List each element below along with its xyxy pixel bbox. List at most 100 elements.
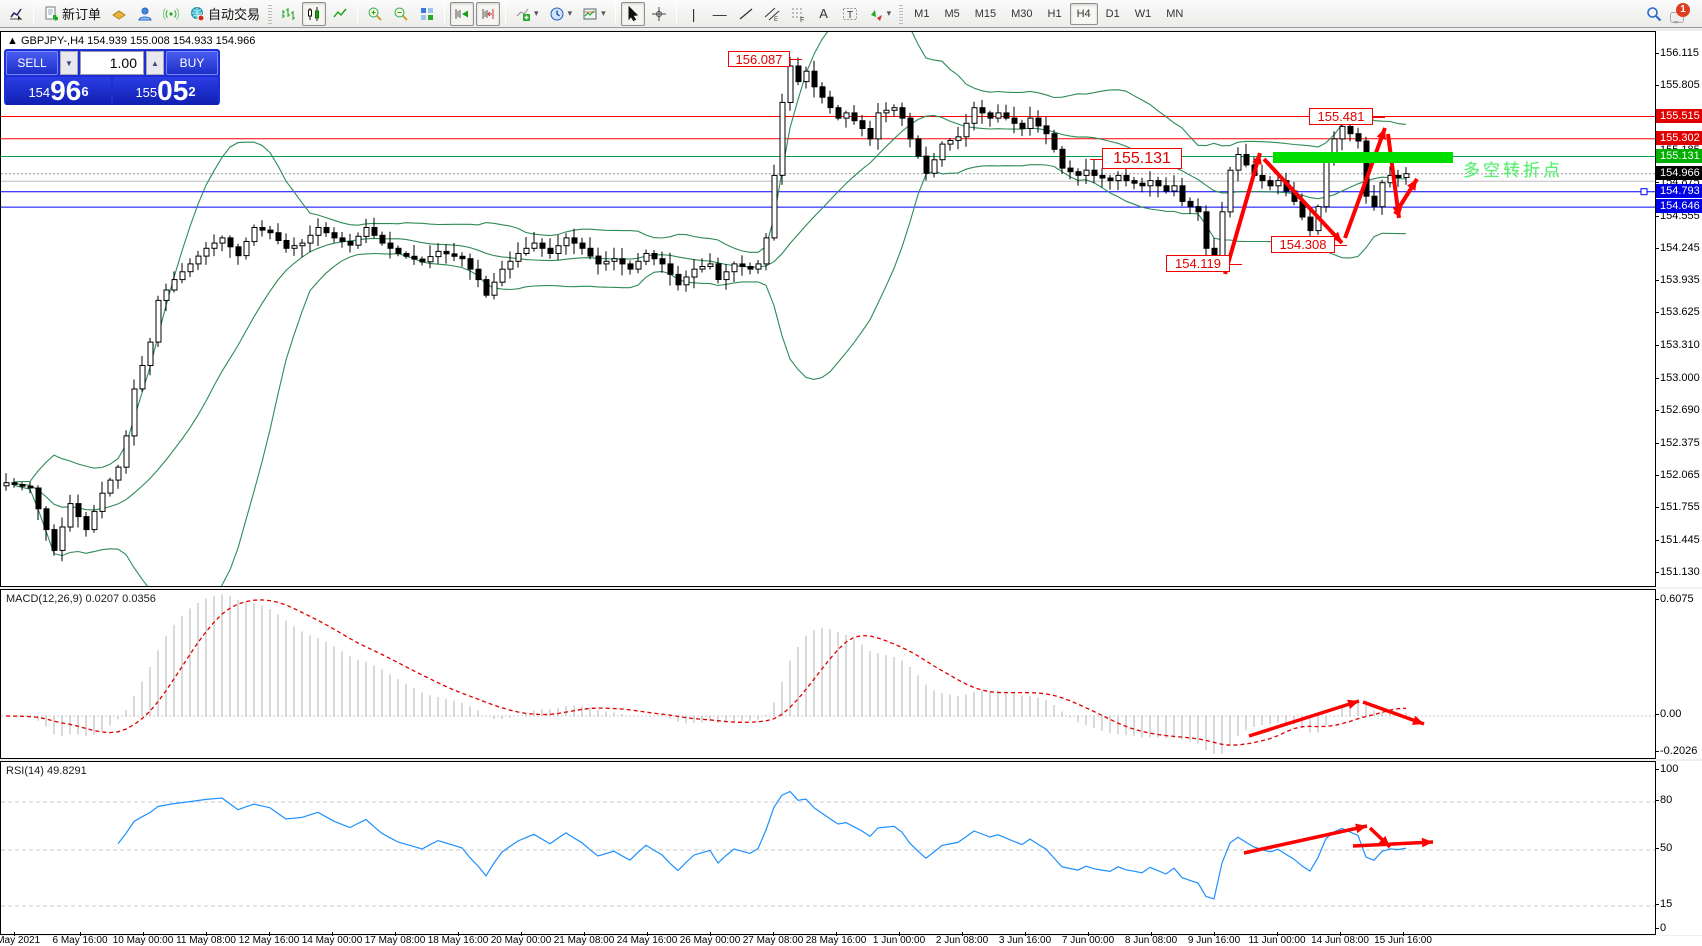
indicators-button[interactable]: ▾	[511, 2, 543, 26]
time-label: 24 May 16:00	[616, 935, 678, 946]
timeframe-d1[interactable]: D1	[1105, 7, 1120, 20]
vertical-line-tool[interactable]: |	[682, 2, 706, 26]
price-tick: 152.375	[1656, 437, 1700, 449]
timeframe-m5[interactable]: M5	[944, 7, 960, 20]
candles	[3, 56, 1410, 562]
price-tick: 152.065	[1656, 469, 1700, 481]
sell-price-big: 96	[50, 75, 82, 106]
market-watch-button[interactable]	[133, 2, 157, 26]
timeframe-m1[interactable]: M1	[914, 7, 930, 20]
one-click-trade-panel: SELL ▼ 1.00 ▲ BUY 154 96 6 155 05 2	[4, 49, 220, 105]
zoom-in-button[interactable]	[363, 2, 387, 26]
svg-text:T: T	[847, 10, 853, 21]
label-tool[interactable]: T	[838, 2, 862, 26]
time-tick	[1151, 932, 1152, 936]
zoom-in-icon	[368, 7, 382, 21]
candlestick-button[interactable]	[302, 1, 327, 26]
crosshair-tool-button[interactable]	[647, 2, 671, 26]
search-icon[interactable]	[1646, 6, 1662, 22]
timeframe-group: M1 M5 M15 M30 H1 H4 D1 W1 MN	[907, 2, 1190, 25]
price-tick: 155.805	[1656, 79, 1700, 91]
time-tick	[521, 932, 522, 936]
timeframe-h1[interactable]: H1	[1047, 7, 1062, 20]
toolbar: 新订单 自动交易	[0, 0, 1702, 28]
macd-tick: 0.00	[1655, 708, 1682, 720]
auto-trading-button[interactable]: 自动交易	[185, 2, 264, 26]
rsi-axis[interactable]: 100 80 50 15 0	[1655, 761, 1702, 935]
red-arrow	[1223, 152, 1262, 275]
macd-chart[interactable]	[1, 590, 1655, 758]
periods-button[interactable]: ▾	[545, 2, 577, 26]
candlestick-chart[interactable]	[1, 32, 1655, 586]
timeframe-h4[interactable]: H4	[1069, 2, 1098, 25]
bar-chart-button[interactable]	[276, 2, 300, 26]
price-label-154.119[interactable]: 154.119	[1166, 255, 1230, 272]
text-tool[interactable]: A	[812, 2, 836, 26]
price-label-156.087[interactable]: 156.087	[728, 51, 790, 67]
tile-windows-button[interactable]	[415, 2, 439, 26]
signals-button[interactable]	[159, 2, 183, 26]
time-label: 20 May 00:00	[490, 935, 552, 946]
svg-text:F: F	[800, 17, 804, 22]
time-tick	[14, 932, 15, 936]
bb-lower	[13, 164, 1407, 586]
templates-button[interactable]: ▾	[578, 2, 610, 26]
time-tick	[1403, 932, 1404, 936]
dropdown-caret: ▾	[567, 8, 573, 18]
timeframe-m30[interactable]: M30	[1011, 7, 1033, 20]
rsi-chart[interactable]	[1, 762, 1655, 934]
time-tick	[962, 932, 963, 936]
price-tick: 151.445	[1656, 534, 1700, 546]
new-order-button[interactable]: 新订单	[39, 2, 105, 26]
timeframe-w1[interactable]: W1	[1134, 7, 1152, 20]
chart-window-button[interactable]	[4, 2, 28, 26]
zoom-out-button[interactable]	[389, 2, 413, 26]
timeframe-mn[interactable]: MN	[1166, 7, 1184, 20]
price-line-label: 155.131	[1656, 149, 1702, 163]
time-tick	[206, 932, 207, 936]
separator	[505, 3, 507, 24]
price-label-155.481[interactable]: 155.481	[1309, 108, 1373, 125]
volume-input[interactable]: 1.00	[80, 51, 144, 75]
notifications-button[interactable]: 1	[1670, 2, 1690, 24]
trendline-tool[interactable]	[734, 2, 758, 26]
main-chart-panel[interactable]: ▲ GBPJPY-,H4 154.939 155.008 154.933 154…	[0, 31, 1656, 587]
macd-tick: 0.6075	[1656, 593, 1694, 605]
volume-increase-button[interactable]: ▲	[146, 51, 164, 75]
time-tick	[395, 932, 396, 936]
time-label: 14 Jun 08:00	[1311, 935, 1369, 946]
horizontal-line-tool[interactable]: —	[708, 2, 732, 26]
label-tick	[1230, 263, 1242, 265]
macd-panel[interactable]: MACD(12,26,9) 0.0207 0.0356	[0, 589, 1656, 759]
rsi-panel[interactable]: RSI(14) 49.8291	[0, 761, 1656, 935]
cursor-tool-button[interactable]	[620, 1, 645, 26]
time-tick	[1340, 932, 1341, 936]
sell-button[interactable]: SELL	[6, 51, 58, 75]
chart-shift-button[interactable]	[476, 1, 501, 26]
macd-axis[interactable]: 0.6075 0.00 -0.2026	[1655, 589, 1702, 759]
cjk-annotation[interactable]: 多空转折点	[1463, 161, 1563, 180]
separator	[33, 3, 34, 24]
price-label-155.131[interactable]: 155.131	[1102, 148, 1182, 169]
fibonacci-tool[interactable]: F	[786, 2, 810, 26]
time-label: 8 Jun 08:00	[1124, 935, 1178, 946]
auto-scroll-button[interactable]	[450, 1, 475, 26]
price-label-154.308[interactable]: 154.308	[1271, 236, 1335, 253]
volume-decrease-button[interactable]: ▼	[60, 51, 78, 75]
rsi-tick: 0	[1655, 922, 1667, 934]
sell-price[interactable]: 154 96 6	[6, 77, 111, 105]
timeframe-m15[interactable]: M15	[974, 7, 997, 20]
price-axis[interactable]: 156.115155.805155.495155.185154.875154.5…	[1656, 31, 1702, 587]
buy-button[interactable]: BUY	[166, 51, 218, 75]
time-tick	[899, 932, 900, 936]
price-tick: 153.625	[1656, 306, 1700, 318]
time-label: 7 Jun 00:00	[1061, 935, 1115, 946]
line-chart-button[interactable]	[328, 2, 352, 26]
channel-tool[interactable]: E	[760, 2, 784, 26]
red-arrow	[1248, 699, 1360, 738]
arrows-tool[interactable]: ▾	[864, 2, 896, 26]
buy-price[interactable]: 155 05 2	[113, 77, 218, 105]
green-highlight-bar[interactable]	[1273, 152, 1453, 163]
layers-button[interactable]	[107, 2, 131, 26]
